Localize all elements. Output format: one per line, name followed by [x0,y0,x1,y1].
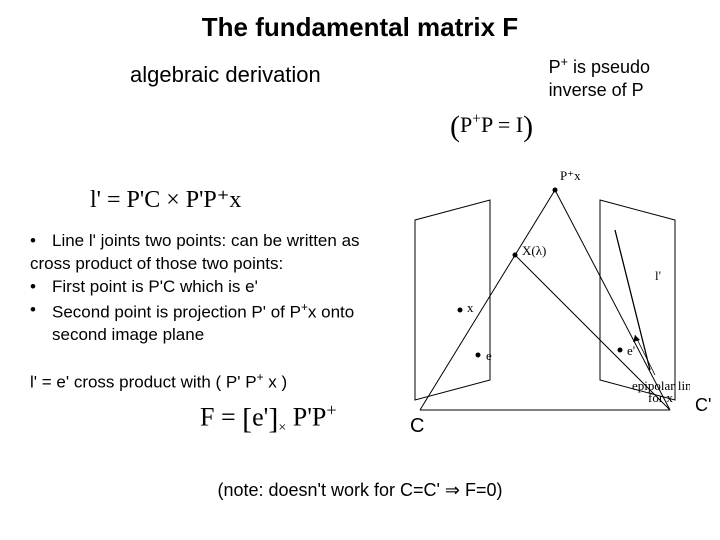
bullet-3-text: Second point is projection P' of P+x ont… [52,299,354,325]
side-note-sup: + [561,55,568,69]
eqF-rest: P'P [286,403,326,432]
bullet-1b: cross product of those two points: [30,253,410,276]
label-arrow [635,335,655,375]
side-note-line2: inverse of P [549,80,644,100]
subtitle: algebraic derivation [130,62,321,88]
footnote: (note: doesn't work for C=C' ⇒ F=0) [0,480,720,501]
diagram-label-e: e [486,348,492,363]
bullet-3b-text: second image plane [52,324,204,347]
point-x [458,308,463,313]
label-arrow-head [633,335,640,342]
rparen: ) [523,110,533,143]
eqF-F: F = [200,403,242,432]
ray-right-1 [555,190,670,410]
bullet-1: • Line l' joints two points: can be writ… [30,230,410,253]
bullet-2-text: First point is P'C which is e' [52,276,258,299]
diagram-label-lp: l' [655,268,661,283]
point-px [553,188,558,193]
paren-equation: (P+P = I) [450,110,533,144]
slide-title: The fundamental matrix F [0,12,720,43]
paren-p2: P = I [481,112,523,137]
paren-p1: P [460,112,472,137]
bullet-1b-text: cross product of those two points: [30,253,283,276]
point-xlambda [513,253,518,258]
point-ep [618,348,623,353]
side-note: P+ is pseudo inverse of P [549,55,650,101]
lprime-expansion: l' = e' cross product with ( P' P+ x ) [30,370,287,393]
diagram-label-xl: X(λ) [522,243,546,258]
eqF-lbracket: [ [242,403,252,436]
left-plane [415,200,490,400]
eqF-e: e' [252,403,268,432]
paren-sup: + [472,111,481,128]
eqF-sup: + [326,400,336,420]
diagram-label-px: P⁺x [560,168,581,183]
bullet-dot: • [30,299,52,325]
equation-F: F = [e']× P'P+ [200,400,337,437]
bullet-2: • First point is P'C which is e' [30,276,410,299]
right-plane [600,200,675,400]
bullet-1-text: Line l' joints two points: can be writte… [52,230,360,253]
bullet-list: • Line l' joints two points: can be writ… [30,230,410,347]
diagram-label-ep: e' [627,343,635,358]
side-note-line1-post: is pseudo [568,57,650,77]
diagram-label-ep2: for x [648,390,673,405]
bullet-3b: second image plane [30,324,410,347]
bullet-3: • Second point is projection P' of P+x o… [30,299,410,325]
slide: The fundamental matrix F algebraic deriv… [0,0,720,540]
label-c-prime: C' [695,395,711,416]
lparen: ( [450,110,460,143]
ray-left [420,190,555,410]
point-e [476,353,481,358]
side-note-line1-pre: P [549,57,561,77]
bullet-dot: • [30,276,52,299]
bullet-dot: • [30,230,52,253]
diagram-label-x: x [467,300,474,315]
epipolar-diagram: P⁺x X(λ) x e e' l' epipolar line for x [400,160,690,420]
eqF-rbracket: ] [268,403,278,436]
equation-lprime: l' = P'C × P'P⁺x [90,185,241,214]
